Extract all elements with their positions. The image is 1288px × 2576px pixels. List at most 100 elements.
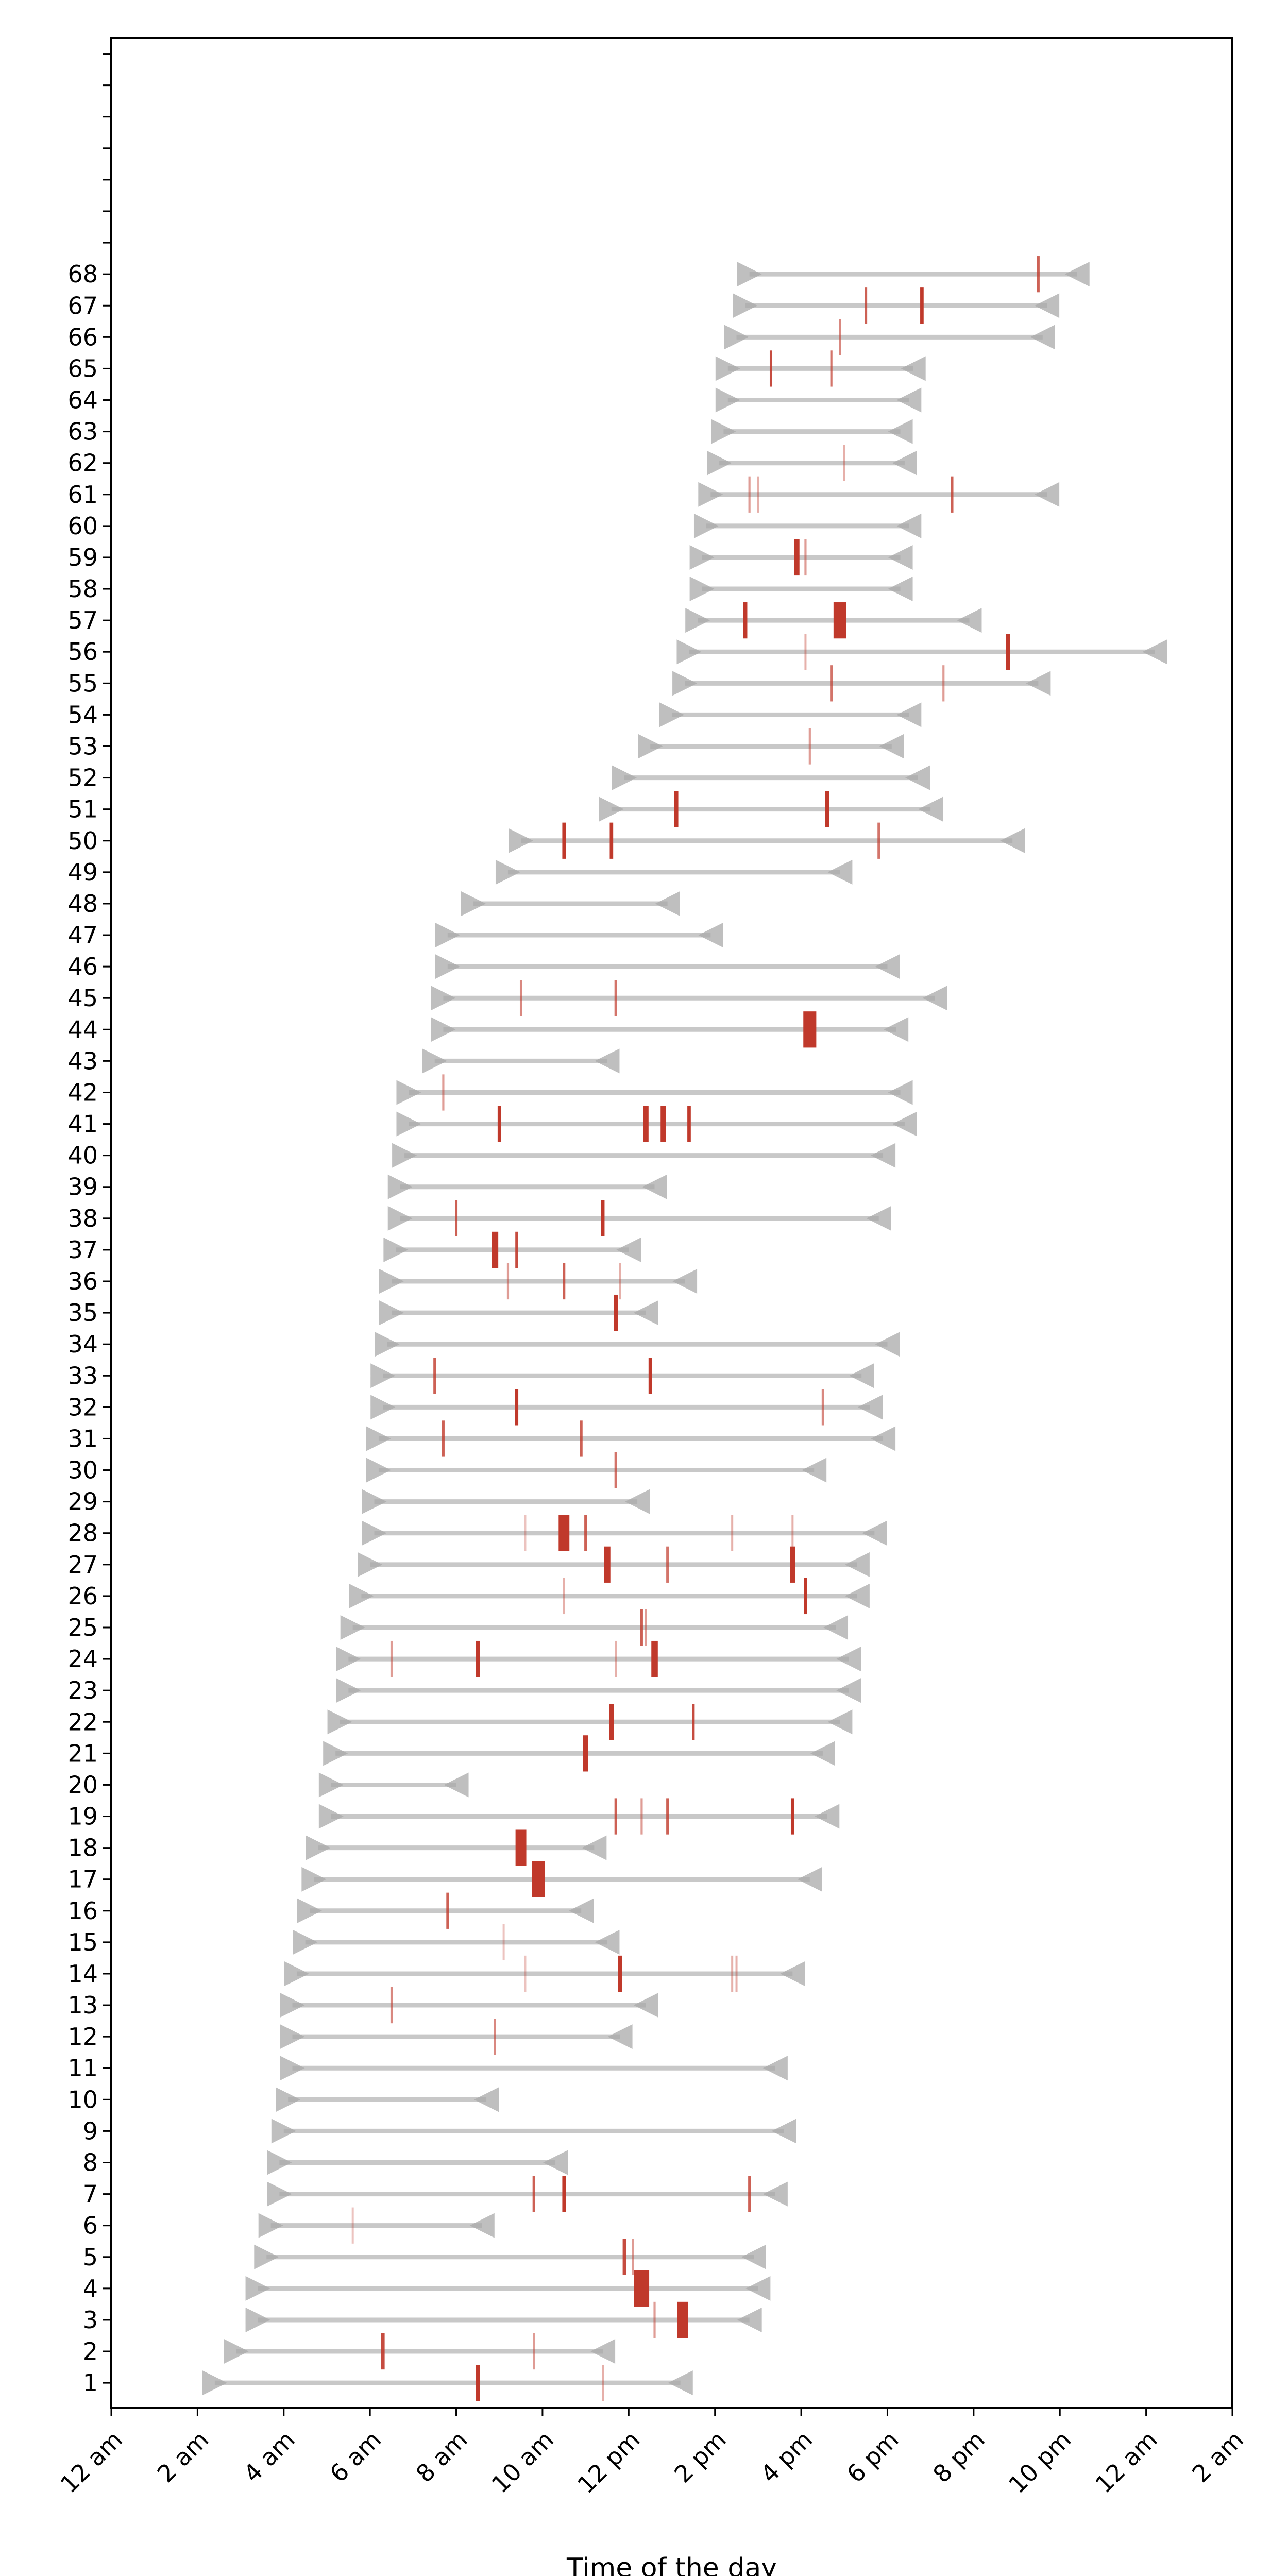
event-mark-36-1: [506, 1263, 510, 1300]
row-start-marker-21: [323, 1741, 348, 1766]
row-start-marker-46: [435, 954, 460, 979]
event-mark-65-1: [769, 350, 773, 387]
row-end-marker-50: [1000, 828, 1025, 853]
row-end-marker-54: [896, 702, 922, 727]
event-mark-7-2: [562, 2176, 566, 2212]
y-tick-label-19: 19: [67, 1803, 98, 1831]
event-mark-66-1: [839, 319, 841, 355]
row-end-marker-12: [607, 2024, 633, 2049]
y-tick-label-7: 7: [83, 2180, 98, 2208]
row-start-marker-49: [495, 859, 520, 885]
y-tick-label-38: 38: [67, 1205, 98, 1232]
event-mark-41-4: [687, 1106, 691, 1142]
y-tick-label-56: 56: [67, 638, 98, 666]
event-mark-14-1: [524, 1955, 527, 1992]
event-mark-32-1: [515, 1389, 519, 1426]
event-mark-50-2: [609, 822, 614, 859]
y-tick-label-12: 12: [67, 2023, 98, 2050]
y-tick-label-18: 18: [67, 1834, 98, 1862]
row-start-marker-29: [362, 1489, 387, 1514]
row-start-marker-50: [509, 828, 534, 853]
event-mark-16-1: [446, 1892, 449, 1929]
y-tick-label-26: 26: [67, 1582, 98, 1610]
row-start-marker-28: [362, 1520, 387, 1546]
y-tick-label-28: 28: [67, 1519, 98, 1547]
event-mark-41-2: [643, 1106, 649, 1142]
row-end-marker-21: [810, 1741, 835, 1766]
row-start-marker-35: [379, 1300, 404, 1326]
y-tick-label-17: 17: [67, 1866, 98, 1893]
event-mark-19-3: [666, 1798, 669, 1835]
y-tick-label-23: 23: [67, 1676, 98, 1704]
row-end-marker-41: [892, 1111, 917, 1137]
y-tick-label-35: 35: [67, 1299, 98, 1327]
row-end-marker-39: [642, 1174, 667, 1199]
event-mark-65-2: [830, 350, 833, 387]
event-mark-67-2: [920, 287, 924, 324]
event-mark-28-1: [524, 1515, 527, 1551]
y-tick-label-14: 14: [67, 1960, 98, 1988]
row-start-marker-41: [396, 1111, 421, 1137]
y-tick-label-45: 45: [67, 984, 98, 1012]
y-tick-label-57: 57: [67, 606, 98, 634]
y-tick-label-68: 68: [67, 260, 98, 288]
row-start-marker-17: [301, 1867, 327, 1892]
row-start-marker-2: [224, 2339, 249, 2364]
row-end-marker-11: [762, 2056, 788, 2081]
row-end-marker-30: [802, 1458, 827, 1483]
event-mark-15-1: [502, 1924, 505, 1961]
row-start-marker-4: [245, 2276, 270, 2301]
event-mark-5-2: [632, 2239, 634, 2275]
y-tick-label-50: 50: [67, 827, 98, 855]
row-end-marker-60: [896, 513, 922, 538]
event-mark-4-1: [634, 2270, 650, 2307]
y-tick-label-63: 63: [67, 418, 98, 446]
row-end-marker-63: [888, 419, 913, 444]
event-mark-5-1: [622, 2239, 626, 2275]
row-end-marker-68: [1064, 262, 1090, 287]
event-mark-12-1: [494, 2019, 496, 2055]
y-tick-label-13: 13: [67, 1991, 98, 2019]
event-mark-7-3: [748, 2176, 751, 2212]
y-tick-label-59: 59: [67, 544, 98, 571]
y-tick-label-39: 39: [67, 1173, 98, 1201]
row-end-marker-62: [892, 450, 917, 476]
row-end-marker-64: [896, 387, 922, 413]
row-end-marker-18: [582, 1835, 607, 1860]
event-mark-7-1: [532, 2176, 535, 2212]
event-mark-26-1: [563, 1578, 565, 1615]
events-layer: [351, 256, 1040, 2401]
event-mark-6-1: [351, 2207, 354, 2244]
row-end-marker-14: [780, 1961, 805, 1986]
row-end-marker-9: [771, 2119, 796, 2144]
event-mark-42-1: [442, 1074, 445, 1111]
row-end-marker-67: [1035, 293, 1060, 318]
y-tick-label-5: 5: [83, 2243, 98, 2271]
row-start-marker-1: [202, 2370, 227, 2396]
event-mark-19-1: [614, 1798, 617, 1835]
row-start-marker-23: [336, 1678, 361, 1703]
event-mark-55-2: [942, 665, 945, 702]
row-end-marker-57: [957, 608, 982, 633]
event-mark-24-3: [615, 1640, 617, 1677]
row-start-marker-15: [293, 1929, 318, 1955]
row-start-marker-18: [306, 1835, 331, 1860]
event-mark-31-1: [442, 1420, 445, 1457]
event-mark-27-1: [604, 1546, 611, 1583]
row-start-marker-16: [297, 1898, 322, 1923]
event-mark-30-1: [614, 1452, 617, 1488]
event-mark-55-1: [830, 665, 833, 702]
row-end-marker-7: [762, 2181, 788, 2207]
event-mark-2-2: [533, 2333, 535, 2370]
y-tick-label-48: 48: [67, 890, 98, 918]
row-start-marker-45: [431, 986, 456, 1011]
event-mark-28-2: [558, 1515, 570, 1551]
row-start-marker-24: [336, 1647, 361, 1672]
event-mark-13-1: [390, 1987, 393, 2024]
row-start-marker-13: [280, 1993, 305, 2018]
row-end-marker-5: [741, 2244, 767, 2269]
row-end-marker-25: [823, 1615, 849, 1640]
y-tick-label-36: 36: [67, 1267, 98, 1295]
event-mark-61-3: [951, 476, 954, 513]
y-tick-label-3: 3: [83, 2306, 98, 2334]
